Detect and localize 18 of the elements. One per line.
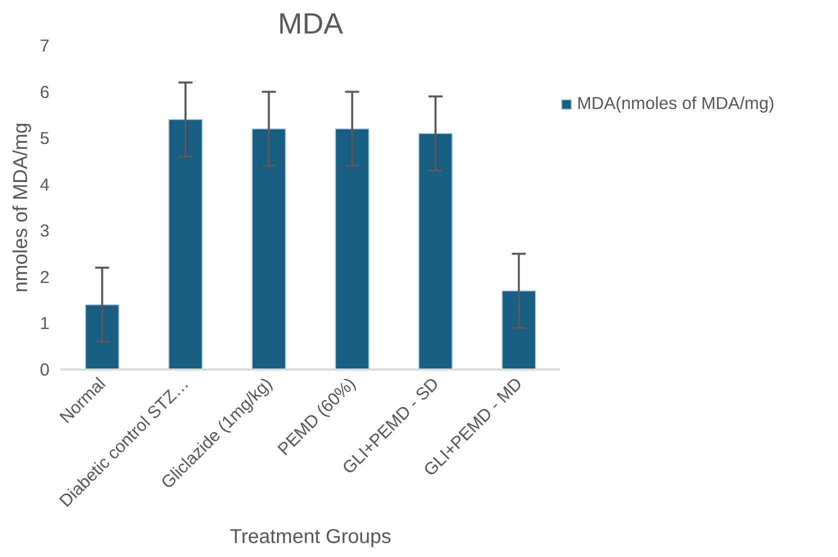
chart-title: MDA — [278, 8, 344, 40]
y-tick-label: 0 — [40, 360, 50, 380]
bar — [335, 128, 370, 370]
y-tick-label: 6 — [40, 82, 50, 102]
y-tick-label: 7 — [40, 36, 50, 56]
x-axis-title: Treatment Groups — [230, 526, 392, 548]
y-tick-label: 1 — [40, 313, 50, 334]
bar — [502, 290, 536, 370]
legend-label: MDA(nmoles of MDA/mg) — [577, 93, 774, 114]
bar — [85, 304, 120, 370]
y-tick-label: 2 — [40, 266, 50, 287]
bar — [168, 119, 203, 370]
y-axis-title: nmoles of MDA/mg — [10, 122, 32, 293]
y-tick-label: 4 — [40, 174, 50, 194]
bar — [418, 132, 453, 370]
y-tick-label: 5 — [40, 128, 50, 148]
y-tick-label: 3 — [40, 220, 50, 241]
bar — [252, 128, 286, 370]
